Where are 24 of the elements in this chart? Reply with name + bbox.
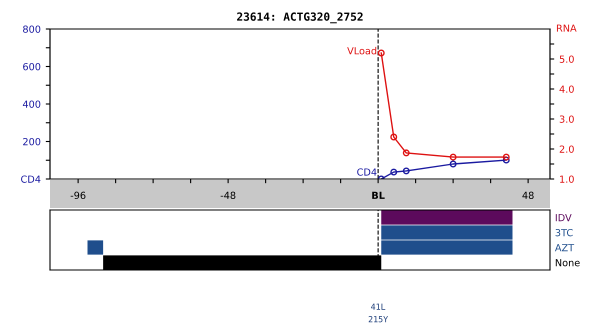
y-tick-label: 800 xyxy=(23,25,40,33)
y2-tick-label: 1.0 xyxy=(560,175,574,183)
x-tick-label: 48 xyxy=(522,192,534,200)
x-tick-label: BL xyxy=(372,192,385,199)
y2-tick-label: 4.0 xyxy=(560,85,574,93)
series-label: CD4 xyxy=(357,168,377,176)
y-tick-label: 400 xyxy=(22,100,40,108)
y-tick-label: CD4 xyxy=(21,175,40,183)
y2-tick-label: 5.0 xyxy=(560,55,574,63)
y2-tick-label: 2.0 xyxy=(560,145,574,153)
chart-title: 23614: ACTG320_2752 xyxy=(237,12,363,24)
text: 215Y xyxy=(368,316,388,322)
x-tick-label: -96 xyxy=(70,192,86,200)
series-label: VLoad xyxy=(347,46,376,54)
y-tick-label: IDV xyxy=(556,214,572,222)
y2-tick-label: 3.0 xyxy=(560,115,574,123)
y-tick-label: AZT xyxy=(554,244,574,252)
y-tick-label: 200 xyxy=(23,138,40,146)
x-tick-label: -48 xyxy=(220,192,236,200)
y-tick-label: None xyxy=(556,259,580,266)
y-tick-label: 3TC xyxy=(556,228,573,236)
y-tick-label: 600 xyxy=(23,62,40,70)
y2-axis-title: RNA xyxy=(556,24,577,32)
text: 41L xyxy=(371,304,386,310)
